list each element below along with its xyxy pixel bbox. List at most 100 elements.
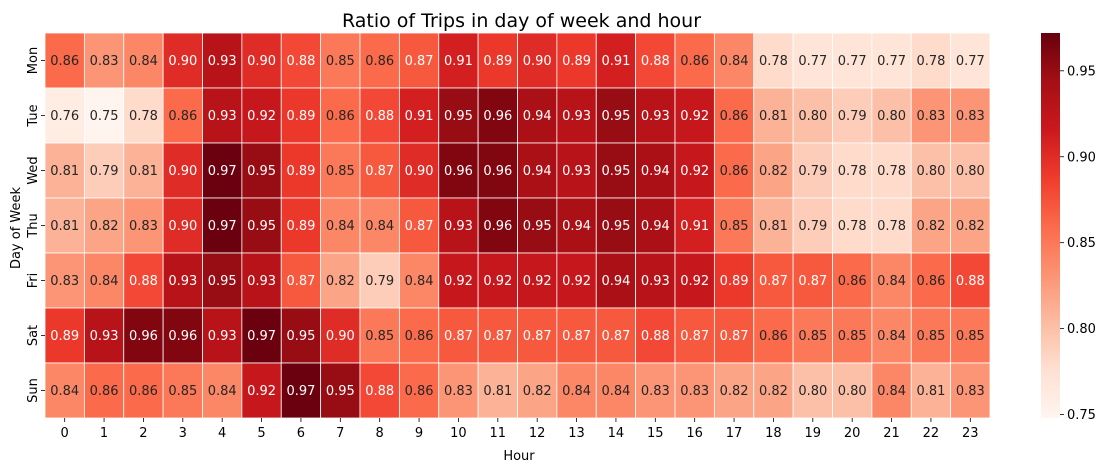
heatmap-cell bbox=[241, 32, 282, 89]
cell-value-label: 0.86 bbox=[720, 164, 749, 179]
heatmap-cell bbox=[674, 252, 715, 309]
cell-value-label: 0.79 bbox=[90, 164, 119, 179]
heatmap-cell bbox=[241, 252, 282, 309]
heatmap-cell bbox=[910, 197, 952, 254]
cell-value-label: 0.78 bbox=[759, 54, 788, 69]
x-tick-label: 18 bbox=[765, 426, 782, 441]
heatmap-cell bbox=[674, 197, 715, 254]
y-tick-label: Fri bbox=[26, 273, 41, 289]
cell-value-label: 0.84 bbox=[365, 219, 394, 234]
cell-value-label: 0.83 bbox=[90, 54, 119, 69]
cell-value-label: 0.80 bbox=[877, 109, 906, 124]
x-tick-label: 1 bbox=[100, 426, 108, 441]
heatmap-cell bbox=[753, 307, 794, 364]
x-tick-label: 22 bbox=[923, 426, 940, 441]
cell-value-label: 0.83 bbox=[50, 274, 79, 289]
x-tick-label: 15 bbox=[647, 426, 664, 441]
x-tick-label: 4 bbox=[218, 426, 226, 441]
heatmap-cell bbox=[792, 32, 833, 89]
heatmap-cell bbox=[320, 307, 361, 364]
cell-value-label: 0.79 bbox=[365, 274, 394, 289]
cell-value-label: 0.84 bbox=[405, 274, 434, 289]
cell-value-label: 0.84 bbox=[129, 54, 158, 69]
heatmap-cell bbox=[477, 197, 518, 254]
heatmap-cell bbox=[280, 142, 322, 199]
heatmap-cell bbox=[635, 142, 676, 199]
heatmap-cell bbox=[753, 142, 794, 199]
heatmap-cell bbox=[950, 32, 991, 89]
heatmap-cell bbox=[162, 252, 203, 309]
heatmap-cell bbox=[950, 362, 991, 419]
heatmap-cell bbox=[162, 87, 203, 144]
heatmap-cell bbox=[910, 252, 952, 309]
cell-value-label: 0.92 bbox=[247, 109, 276, 124]
heatmap-cell bbox=[241, 142, 282, 199]
cell-value-label: 0.78 bbox=[838, 219, 867, 234]
cell-value-label: 0.90 bbox=[247, 54, 276, 69]
cell-value-label: 0.87 bbox=[483, 329, 512, 344]
cell-value-label: 0.86 bbox=[680, 54, 709, 69]
heatmap-cell bbox=[871, 142, 912, 199]
cell-value-label: 0.87 bbox=[759, 274, 788, 289]
heatmap-cell bbox=[595, 87, 637, 144]
x-tick-label: 21 bbox=[883, 426, 900, 441]
cell-value-label: 0.93 bbox=[208, 54, 237, 69]
cell-value-label: 0.85 bbox=[798, 329, 827, 344]
cell-value-label: 0.80 bbox=[798, 109, 827, 124]
cell-value-label: 0.97 bbox=[247, 329, 276, 344]
heatmap-cell bbox=[83, 197, 125, 254]
heatmap-cell bbox=[438, 197, 479, 254]
cell-value-label: 0.86 bbox=[405, 384, 434, 399]
cell-value-label: 0.88 bbox=[129, 274, 158, 289]
cell-value-label: 0.81 bbox=[129, 164, 158, 179]
colorbar-tick-label: 0.95 bbox=[1067, 64, 1096, 79]
cell-value-label: 0.84 bbox=[877, 274, 906, 289]
y-tick-label: Sat bbox=[26, 325, 41, 346]
cell-value-label: 0.92 bbox=[680, 109, 709, 124]
x-tick-label: 2 bbox=[139, 426, 147, 441]
cell-value-label: 0.84 bbox=[90, 274, 119, 289]
heatmap-cell bbox=[517, 197, 558, 254]
cell-value-label: 0.90 bbox=[405, 164, 434, 179]
heatmap-cell bbox=[832, 32, 873, 89]
cell-value-label: 0.84 bbox=[720, 54, 749, 69]
cell-value-label: 0.77 bbox=[838, 54, 867, 69]
cell-value-label: 0.86 bbox=[916, 274, 945, 289]
heatmap-cell bbox=[477, 362, 518, 419]
heatmap-cell bbox=[241, 197, 282, 254]
cell-value-label: 0.83 bbox=[680, 384, 709, 399]
colorbar: 0.75 0.80 0.85 0.90 0.95 bbox=[1041, 33, 1096, 423]
cell-value-label: 0.94 bbox=[601, 274, 630, 289]
heatmap-cell bbox=[123, 307, 164, 364]
x-tick-label: 11 bbox=[490, 426, 507, 441]
y-axis-label: Day of Week bbox=[9, 186, 24, 269]
cell-value-label: 0.92 bbox=[680, 274, 709, 289]
cell-value-label: 0.87 bbox=[562, 329, 591, 344]
cell-value-label: 0.92 bbox=[444, 274, 473, 289]
cell-value-label: 0.83 bbox=[916, 109, 945, 124]
cell-value-label: 0.95 bbox=[286, 329, 315, 344]
cell-value-label: 0.92 bbox=[562, 274, 591, 289]
heatmap-cell bbox=[44, 307, 85, 364]
heatmap-cell bbox=[320, 142, 361, 199]
cell-value-label: 0.93 bbox=[208, 109, 237, 124]
cell-value-label: 0.86 bbox=[50, 54, 79, 69]
heatmap-cell bbox=[123, 142, 164, 199]
cell-value-label: 0.84 bbox=[326, 219, 355, 234]
cell-value-label: 0.88 bbox=[365, 384, 394, 399]
cell-value-label: 0.77 bbox=[956, 54, 985, 69]
cell-value-label: 0.89 bbox=[286, 219, 315, 234]
heatmap-cell bbox=[83, 307, 125, 364]
heatmap-cell bbox=[123, 252, 164, 309]
heatmap-cell bbox=[713, 142, 755, 199]
x-tick-label: 13 bbox=[568, 426, 585, 441]
heatmap-cell bbox=[241, 362, 282, 419]
cell-value-label: 0.95 bbox=[523, 219, 552, 234]
heatmap-cell bbox=[202, 87, 243, 144]
heatmap-cell bbox=[320, 252, 361, 309]
cell-value-label: 0.93 bbox=[641, 109, 670, 124]
cell-value-label: 0.82 bbox=[916, 219, 945, 234]
heatmap-cell bbox=[910, 32, 952, 89]
heatmap-cell bbox=[477, 32, 518, 89]
cell-value-label: 0.85 bbox=[916, 329, 945, 344]
